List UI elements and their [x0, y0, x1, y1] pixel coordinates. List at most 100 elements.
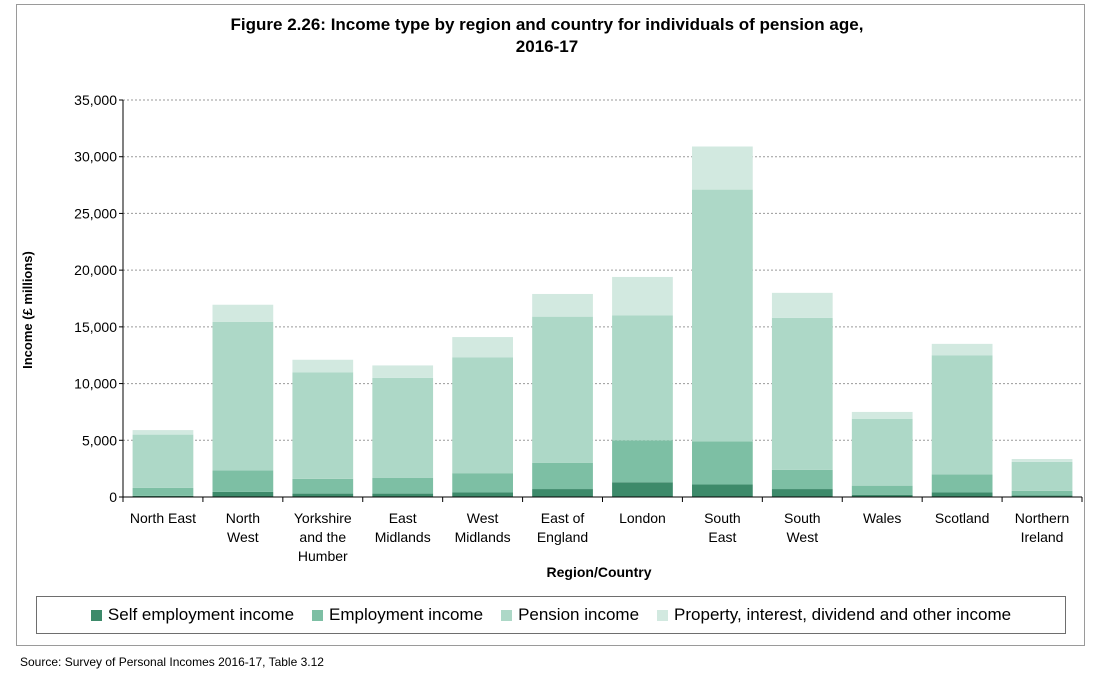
bar-segment — [771, 317, 833, 470]
bar-segment — [851, 485, 913, 495]
x-tick-label-line: North — [226, 510, 260, 526]
chart-title-line-2: 2016-17 — [515, 37, 579, 56]
bar-segment — [612, 276, 673, 316]
bar-segment — [851, 411, 913, 419]
bar-segment — [372, 493, 434, 497]
x-tick-label-line: East of — [541, 510, 585, 526]
bar-segment — [612, 440, 673, 483]
bar-segment — [532, 293, 593, 317]
x-tick-label: East Midlands — [375, 510, 431, 545]
bar-segment — [532, 316, 593, 463]
legend-swatch — [501, 609, 513, 621]
x-tick-label-line: West — [227, 529, 259, 545]
y-tick-label: 20,000 — [74, 262, 117, 278]
legend-label: Property, interest, dividend and other i… — [674, 605, 1012, 624]
chart-title: Figure 2.26: Income type by region and c… — [0, 14, 1094, 58]
bar-segment — [692, 189, 753, 442]
bar-segment — [931, 355, 993, 475]
y-tick-label: 5,000 — [82, 432, 117, 448]
bar-segment — [532, 489, 593, 497]
y-tick-label: 0 — [109, 489, 117, 505]
x-tick-label-line: East — [708, 529, 736, 545]
x-tick-label-line: North East — [130, 510, 196, 526]
bar-segment — [532, 462, 593, 490]
legend-item: Property, interest, dividend and other i… — [657, 605, 1011, 625]
bar-segment — [212, 470, 274, 492]
bar-segment — [292, 493, 354, 497]
x-tick-label: Yorkshire and the Humber — [294, 510, 352, 564]
bar-segment — [771, 489, 833, 497]
legend-label: Self employment income — [107, 605, 295, 624]
x-tick-label-line: South — [704, 510, 741, 526]
x-tick-label-line: West — [467, 510, 499, 526]
x-tick-label: Wales — [863, 510, 901, 526]
x-tick-label-line: and the — [299, 529, 346, 545]
bar-segment — [1011, 461, 1073, 491]
x-tick-label-line: Midlands — [455, 529, 511, 545]
legend-swatch — [90, 609, 102, 621]
y-tick-label: 15,000 — [74, 319, 117, 335]
x-tick-label: East of England — [537, 510, 588, 545]
x-tick-label: London — [619, 510, 666, 526]
y-tick-label: 30,000 — [74, 149, 117, 165]
x-tick-label-line: Northern — [1015, 510, 1069, 526]
bar-segment — [692, 146, 753, 190]
bar-segment — [452, 473, 513, 493]
chart-title-line-1: Figure 2.26: Income type by region and c… — [230, 15, 864, 34]
y-tick-label: 25,000 — [74, 205, 117, 221]
bar-segment — [452, 337, 513, 358]
bar-segment — [931, 474, 993, 493]
bar-segment — [372, 477, 434, 494]
bar-segment — [931, 343, 993, 356]
x-tick-label: Scotland — [935, 510, 989, 526]
legend-label: Employment income — [329, 605, 484, 624]
bar-segment — [372, 377, 434, 478]
x-axis-label: Region/Country — [546, 564, 652, 580]
x-tick-label: West Midlands — [455, 510, 511, 545]
y-tick-label: 10,000 — [74, 376, 117, 392]
bar-segment — [292, 359, 354, 373]
legend-swatch — [657, 609, 669, 621]
bar-segment — [851, 418, 913, 486]
bar-segment — [771, 469, 833, 490]
x-tick-label-line: London — [619, 510, 666, 526]
bar-segment — [1011, 459, 1073, 462]
x-tick-label-line: East — [389, 510, 417, 526]
bar-segment — [452, 492, 513, 497]
legend-item: Self employment income — [90, 605, 295, 625]
bar-segment — [292, 372, 354, 479]
x-tick-label: South East — [704, 510, 741, 545]
legend-item: Employment income — [312, 605, 483, 625]
x-tick-label-line: Wales — [863, 510, 901, 526]
bar-segment — [212, 304, 274, 322]
x-tick-label-line: Midlands — [375, 529, 431, 545]
bar-segment — [931, 492, 993, 497]
bar-segment — [132, 487, 194, 496]
bar-segment — [771, 292, 833, 318]
x-tick-label-line: Humber — [298, 548, 348, 564]
x-tick-label: Northern Ireland — [1015, 510, 1069, 545]
y-axis-label: Income (£ millions) — [20, 251, 35, 369]
bar-segment — [692, 441, 753, 485]
bar-segment — [851, 494, 913, 497]
x-tick-label-line: Yorkshire — [294, 510, 352, 526]
legend: Self employment income Employment income P… — [36, 596, 1066, 634]
bar-segment — [132, 430, 194, 435]
bar-segment — [1011, 490, 1073, 496]
x-tick-label: South West — [784, 510, 821, 545]
legend-label: Pension income — [518, 605, 640, 624]
source-note: Source: Survey of Personal Incomes 2016-… — [20, 655, 324, 669]
bar-segment — [612, 482, 673, 497]
x-tick-label-line: South — [784, 510, 821, 526]
x-tick-label-line: Ireland — [1021, 529, 1064, 545]
bar-segment — [212, 321, 274, 471]
legend-item: Pension income — [501, 605, 639, 625]
x-tick-label-line: Scotland — [935, 510, 989, 526]
bar-segment — [1011, 495, 1073, 497]
bar-segment — [132, 434, 194, 488]
bar-segment — [132, 495, 194, 497]
legend-swatch — [312, 609, 324, 621]
x-tick-label: North West — [226, 510, 260, 545]
bar-segment — [692, 484, 753, 497]
